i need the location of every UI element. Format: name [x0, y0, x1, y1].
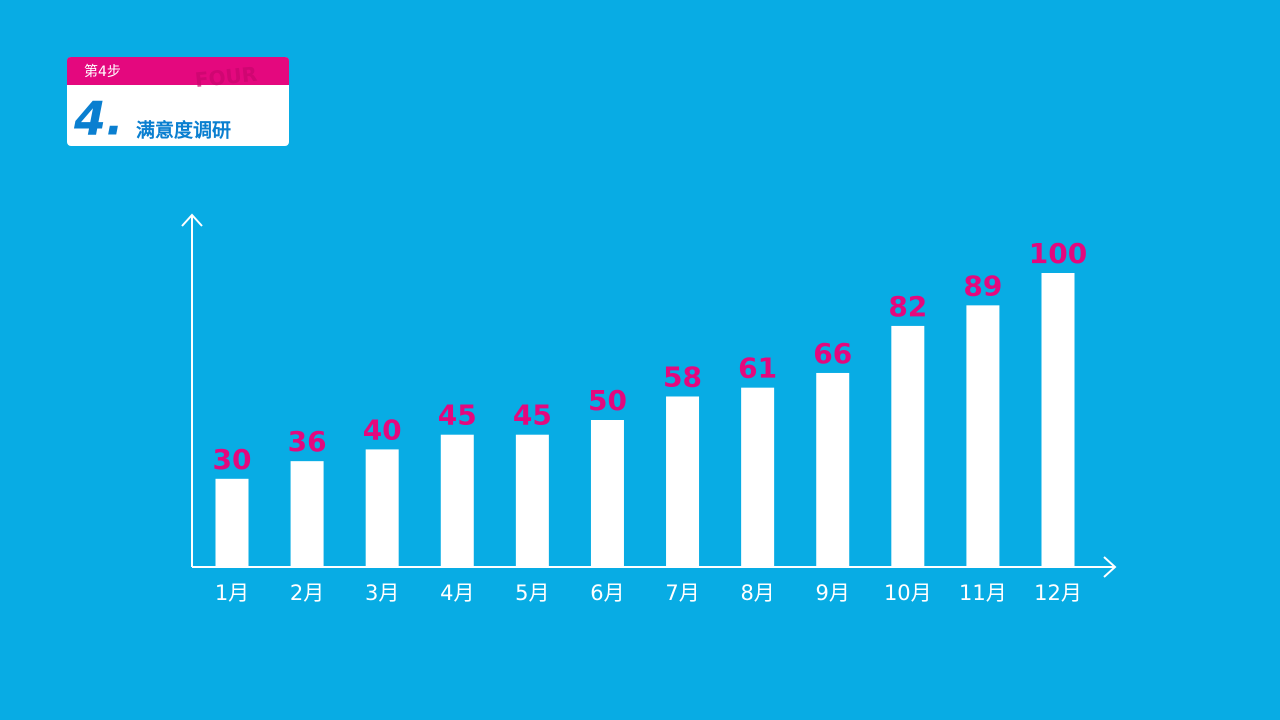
value-label: 61	[738, 352, 777, 385]
bar	[365, 449, 399, 567]
header-step: 第4步	[84, 63, 121, 80]
x-tick-label: 3月	[365, 581, 399, 605]
x-tick-label: 11月	[959, 581, 1007, 605]
header-strip	[67, 57, 289, 85]
x-axis-arrow	[1103, 556, 1117, 578]
bar	[891, 325, 925, 567]
value-label: 58	[663, 360, 702, 393]
axes	[181, 213, 1117, 578]
value-label: 66	[813, 337, 852, 370]
bar	[515, 434, 549, 567]
x-tick-label: 2月	[290, 581, 324, 605]
header-number: 4.	[73, 92, 123, 146]
x-tick-label: 10月	[884, 581, 932, 605]
value-label: 40	[363, 413, 402, 446]
bar	[440, 434, 474, 567]
value-label: 100	[1029, 237, 1087, 270]
y-axis-arrow	[181, 213, 203, 227]
x-tick-label: 1月	[215, 581, 249, 605]
x-tick-label: 6月	[590, 581, 624, 605]
x-tick-label: 7月	[665, 581, 699, 605]
value-label: 82	[888, 290, 927, 323]
header-title: 满意度调研	[136, 119, 231, 142]
bar	[215, 478, 249, 567]
value-label: 45	[438, 399, 477, 432]
bar	[666, 396, 700, 567]
x-tick-label: 9月	[816, 581, 850, 605]
value-label: 89	[963, 269, 1002, 302]
bar	[290, 461, 324, 567]
bar	[966, 305, 1000, 567]
value-label: 50	[588, 384, 627, 417]
x-tick-label: 8月	[740, 581, 774, 605]
value-label: 36	[288, 425, 327, 458]
bar	[816, 372, 850, 567]
bar	[741, 387, 775, 567]
bar	[1041, 273, 1075, 567]
x-tick-label: 5月	[515, 581, 549, 605]
bar	[590, 420, 624, 567]
value-label: 45	[513, 399, 552, 432]
value-label: 30	[213, 443, 252, 476]
x-tick-label: 12月	[1034, 581, 1082, 605]
x-tick-label: 4月	[440, 581, 474, 605]
